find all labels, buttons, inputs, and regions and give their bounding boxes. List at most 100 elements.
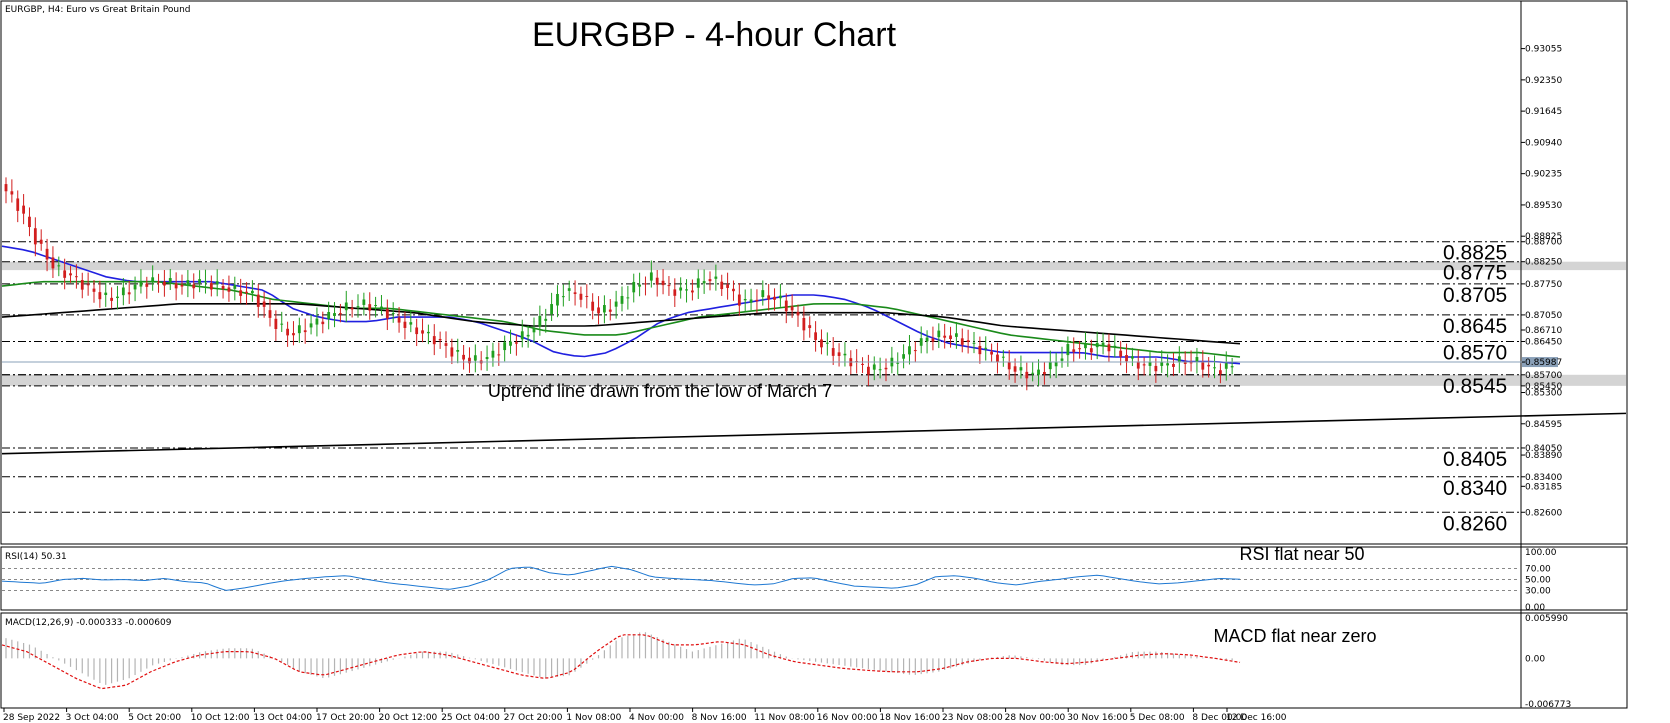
candle-body bbox=[685, 289, 688, 291]
price-tick-label: 0.88700 bbox=[1525, 238, 1562, 248]
candle-body bbox=[919, 338, 923, 346]
candle-body bbox=[1101, 342, 1105, 346]
time-tick-label: 20 Oct 12:00 bbox=[379, 713, 438, 723]
time-tick-label: 13 Oct 04:00 bbox=[253, 713, 312, 723]
candle-body bbox=[215, 281, 219, 285]
candle-body bbox=[696, 278, 700, 288]
candle-body bbox=[937, 330, 941, 338]
time-tick-label: 23 Nov 08:00 bbox=[942, 713, 1003, 723]
candle-body bbox=[579, 293, 583, 300]
candle-body bbox=[538, 315, 542, 327]
candle-body bbox=[1142, 364, 1146, 366]
candle-body bbox=[39, 239, 43, 244]
price-tick-label: 0.83185 bbox=[1525, 482, 1562, 492]
candle-body bbox=[432, 336, 436, 345]
candle-body bbox=[456, 349, 460, 352]
candle-body bbox=[1048, 361, 1052, 370]
candle-body bbox=[1148, 362, 1152, 366]
candle-body bbox=[473, 355, 477, 361]
level-label: 0.8340 bbox=[1443, 477, 1507, 500]
time-tick-label: 10 Oct 12:00 bbox=[191, 713, 250, 723]
candle-body bbox=[69, 273, 72, 276]
candle-body bbox=[1166, 363, 1169, 366]
time-tick-label: 25 Oct 04:00 bbox=[441, 713, 500, 723]
horizontal-levels: 0.88250.87750.8705 0.8645 0.8570 0.8545 0.84… bbox=[2, 241, 1522, 535]
moving-average-line bbox=[1, 280, 1241, 358]
candle-body bbox=[380, 306, 383, 308]
candle-body bbox=[51, 257, 55, 269]
candle-body bbox=[292, 333, 295, 336]
candle-body bbox=[274, 318, 278, 329]
candle-body bbox=[315, 318, 319, 325]
time-tick-label: 5 Oct 20:00 bbox=[128, 713, 181, 723]
time-tick-label: 28 Nov 00:00 bbox=[1005, 713, 1066, 723]
level-label: 0.8645 bbox=[1443, 315, 1507, 338]
time-tick-label: 3 Oct 04:00 bbox=[66, 713, 119, 723]
candle-body bbox=[98, 292, 102, 300]
price-tick-label: 0.83890 bbox=[1525, 451, 1562, 461]
time-axis-ticks: 28 Sep 2022 3 Oct 04:00 5 Oct 20:00 10 Oct … bbox=[3, 708, 1287, 723]
candle-body bbox=[391, 313, 395, 315]
candle-body bbox=[520, 331, 524, 340]
price-tick-label: 0.86450 bbox=[1525, 338, 1562, 348]
candle-body bbox=[561, 296, 565, 298]
time-tick-label: 30 Nov 16:00 bbox=[1067, 713, 1128, 723]
candle-body bbox=[227, 287, 231, 292]
candle-body bbox=[1154, 365, 1158, 372]
candle-body bbox=[403, 321, 407, 328]
candle-body bbox=[585, 295, 589, 297]
candle-body bbox=[1025, 371, 1029, 379]
candle-body bbox=[192, 284, 196, 289]
candle-body bbox=[28, 216, 31, 228]
time-tick-label: 12 Dec 16:00 bbox=[1226, 713, 1287, 723]
price-tick-label: 0.85987 bbox=[1525, 358, 1562, 368]
rsi-panel-frame bbox=[0, 546, 1628, 611]
candle-body bbox=[174, 283, 178, 289]
candle-body bbox=[409, 322, 413, 325]
candle-body bbox=[45, 248, 49, 260]
candle-body bbox=[262, 301, 266, 307]
candle-body bbox=[1125, 355, 1128, 362]
price-tick-label: 0.92350 bbox=[1525, 76, 1562, 86]
candle-body bbox=[603, 305, 606, 313]
candle-body bbox=[427, 331, 430, 334]
candle-body bbox=[22, 205, 25, 214]
candle-body bbox=[1230, 366, 1234, 368]
candle-body bbox=[626, 297, 630, 299]
rsi-tick-label: 0.00 bbox=[1525, 603, 1545, 613]
rsi-tick-label: 70.00 bbox=[1525, 565, 1551, 575]
price-tick-label: 0.87050 bbox=[1525, 311, 1562, 321]
candle-body bbox=[1219, 370, 1222, 375]
candle-body bbox=[591, 301, 595, 311]
candle-body bbox=[649, 272, 653, 281]
candle-body bbox=[450, 347, 454, 357]
candle-body bbox=[163, 281, 166, 286]
candle-body bbox=[385, 308, 389, 319]
candle-body bbox=[309, 323, 313, 328]
candle-body bbox=[550, 304, 553, 315]
candle-body bbox=[92, 288, 96, 292]
candle-body bbox=[397, 317, 401, 323]
price-tick-label: 0.82600 bbox=[1525, 508, 1562, 518]
candle-body bbox=[949, 335, 952, 340]
price-tick-label: 0.84050 bbox=[1525, 444, 1562, 454]
candle-body bbox=[444, 343, 448, 346]
candle-body bbox=[1172, 363, 1175, 367]
candle-body bbox=[198, 279, 201, 284]
candle-body bbox=[157, 281, 160, 283]
candle-body bbox=[1107, 344, 1111, 352]
candle-body bbox=[732, 288, 735, 292]
candle-body bbox=[978, 345, 982, 355]
candle-body bbox=[620, 295, 624, 304]
candle-body bbox=[896, 362, 900, 364]
price-zones bbox=[2, 261, 1626, 386]
candle-body bbox=[943, 335, 947, 338]
candle-body bbox=[139, 281, 143, 287]
price-zone bbox=[2, 261, 1626, 271]
rsi-label: RSI(14) 50.31 bbox=[5, 552, 67, 562]
candle-body bbox=[1160, 361, 1164, 366]
price-tick-label: 0.90235 bbox=[1525, 170, 1562, 180]
time-tick-label: 27 Oct 20:00 bbox=[504, 713, 563, 723]
time-tick-label: 18 Nov 16:00 bbox=[879, 713, 940, 723]
candle-body bbox=[339, 313, 342, 315]
